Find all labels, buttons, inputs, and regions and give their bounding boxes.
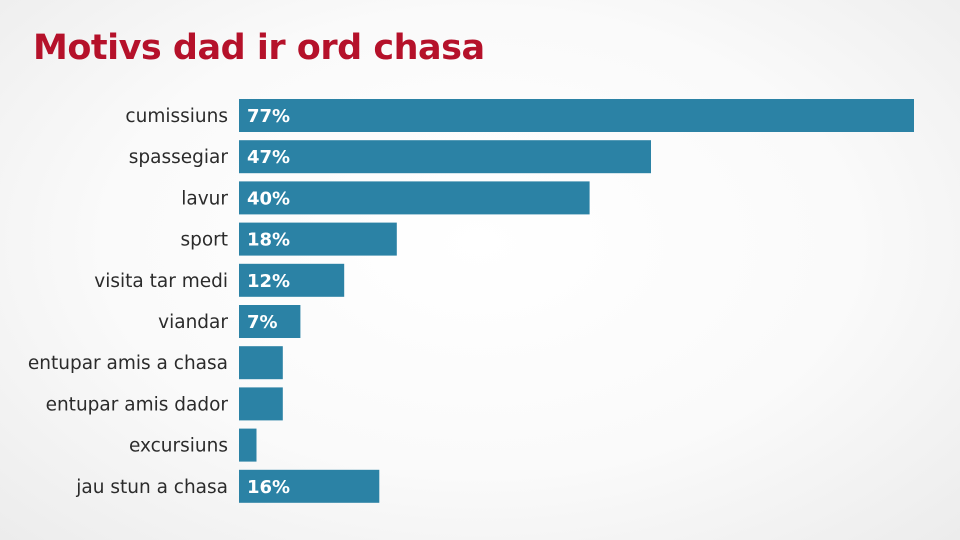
category-label-10: jau stun a chasa (75, 477, 228, 498)
bar-3 (239, 181, 590, 215)
value-label-2: 47% (247, 147, 290, 168)
category-label-3: lavur (181, 188, 228, 209)
value-label-10: 16% (247, 477, 290, 498)
category-label-8: entupar amis dador (46, 394, 229, 415)
value-label-5: 12% (247, 271, 290, 292)
bar-8 (239, 387, 283, 421)
bar-1 (239, 99, 914, 132)
category-label-2: spassegiar (129, 147, 229, 168)
bar-7 (239, 346, 283, 380)
category-label-1: cumissiuns (125, 106, 228, 127)
bar-4 (239, 222, 397, 256)
chart-title: Motivs dad ir ord chasa (33, 28, 485, 68)
value-label-1: 77% (247, 106, 290, 127)
bar-2 (239, 140, 651, 174)
bar-10 (239, 469, 380, 503)
category-label-5: visita tar medi (94, 271, 228, 292)
bar-6 (239, 305, 301, 338)
bar-5 (239, 263, 345, 297)
value-label-3: 40% (247, 188, 290, 209)
bar-9 (239, 428, 257, 462)
category-label-4: sport (180, 230, 228, 251)
category-label-6: viandar (158, 312, 228, 333)
category-label-7: entupar amis a chasa (28, 353, 228, 374)
category-label-9: excursiuns (129, 436, 228, 457)
value-label-6: 7% (247, 312, 278, 333)
value-label-4: 18% (247, 230, 290, 251)
